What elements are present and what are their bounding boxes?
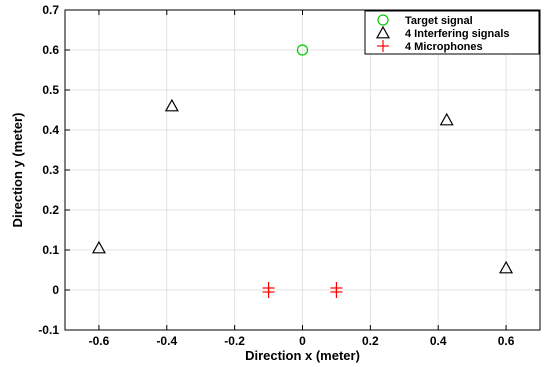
x-tick-label: -0.6 [89, 334, 110, 348]
x-tick-label: 0.2 [362, 334, 379, 348]
circle-data-point [296, 44, 309, 56]
legend-triangle-icon [375, 25, 391, 39]
y-tick-label: 0.7 [42, 3, 59, 17]
y-tick-label: 0.1 [42, 243, 59, 257]
legend-entry-label: Target signal [405, 15, 473, 27]
triangle-data-point [439, 112, 454, 126]
x-axis-title: Direction x (meter) [245, 348, 360, 363]
x-tick-label: -0.4 [156, 334, 177, 348]
x-tick-label: -0.2 [224, 334, 245, 348]
x-tick-label: 0.4 [430, 334, 447, 348]
legend-box [364, 10, 540, 55]
plus-data-point [330, 286, 343, 298]
grid [65, 9, 540, 331]
y-tick-label: 0.5 [42, 83, 59, 97]
triangle-data-point [164, 98, 179, 112]
legend-circle-icon [377, 14, 389, 26]
legend-entry-label: 4 Microphones [405, 41, 483, 53]
y-tick-label: 0 [52, 283, 59, 297]
x-tick-label: 0.6 [498, 334, 515, 348]
legend-entry-label: 4 Interfering signals [405, 28, 510, 40]
data-marks [91, 44, 514, 298]
y-tick-label: 0.3 [42, 163, 59, 177]
y-tick-label: 0.2 [42, 203, 59, 217]
y-tick-label: 0.6 [42, 43, 59, 57]
legend-plus-icon [377, 40, 389, 52]
y-tick-label: -0.1 [38, 323, 59, 337]
y-axis-title: Direction y (meter) [10, 113, 25, 228]
axis-ticks: -0.6 -0.4 -0.2 0 0.2 0.4 0.6 -0.1 0 0.1 0.2 0.3 0.4 0… [38, 3, 540, 348]
y-tick-label: 0.4 [42, 123, 59, 137]
plus-data-point [262, 286, 275, 298]
triangle-data-point [499, 260, 514, 274]
triangle-data-point [91, 240, 106, 254]
x-tick-label: 0 [299, 334, 306, 348]
